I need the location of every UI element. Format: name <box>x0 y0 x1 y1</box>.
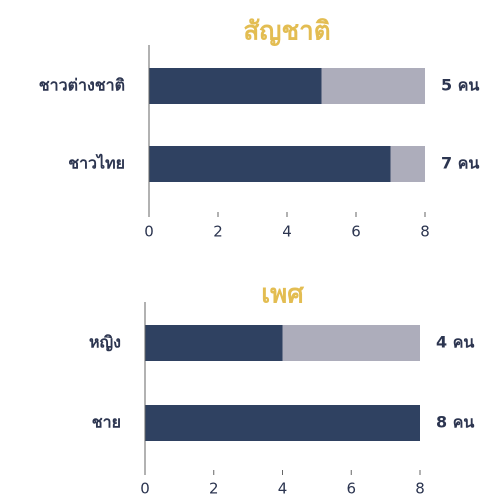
x-tick-label: 6 <box>351 223 361 241</box>
category-label: ชาย <box>92 413 121 432</box>
value-label: 8 คน <box>436 413 474 432</box>
x-tick-label: 4 <box>282 223 292 241</box>
value-label: 7 คน <box>441 154 479 173</box>
x-tick-label: 4 <box>278 480 288 497</box>
x-tick-label: 0 <box>140 480 150 497</box>
x-tick-label: 8 <box>420 223 430 241</box>
chart-title: สัญชาติ <box>243 17 330 47</box>
chart-title: เพศ <box>261 280 304 310</box>
x-tick-label: 0 <box>144 223 154 241</box>
x-tick-label: 2 <box>213 223 223 241</box>
x-tick-label: 2 <box>209 480 219 497</box>
category-label: ชาวไทย <box>68 154 125 173</box>
bar <box>145 325 283 361</box>
bar <box>145 405 420 441</box>
value-label: 4 คน <box>436 333 474 352</box>
category-label: ชาวต่างชาติ <box>39 76 125 95</box>
bar <box>149 146 391 182</box>
value-label: 5 คน <box>441 76 479 95</box>
x-tick-label: 8 <box>415 480 425 497</box>
category-label: หญิง <box>89 333 121 353</box>
bar <box>149 68 322 104</box>
x-tick-label: 6 <box>346 480 356 497</box>
